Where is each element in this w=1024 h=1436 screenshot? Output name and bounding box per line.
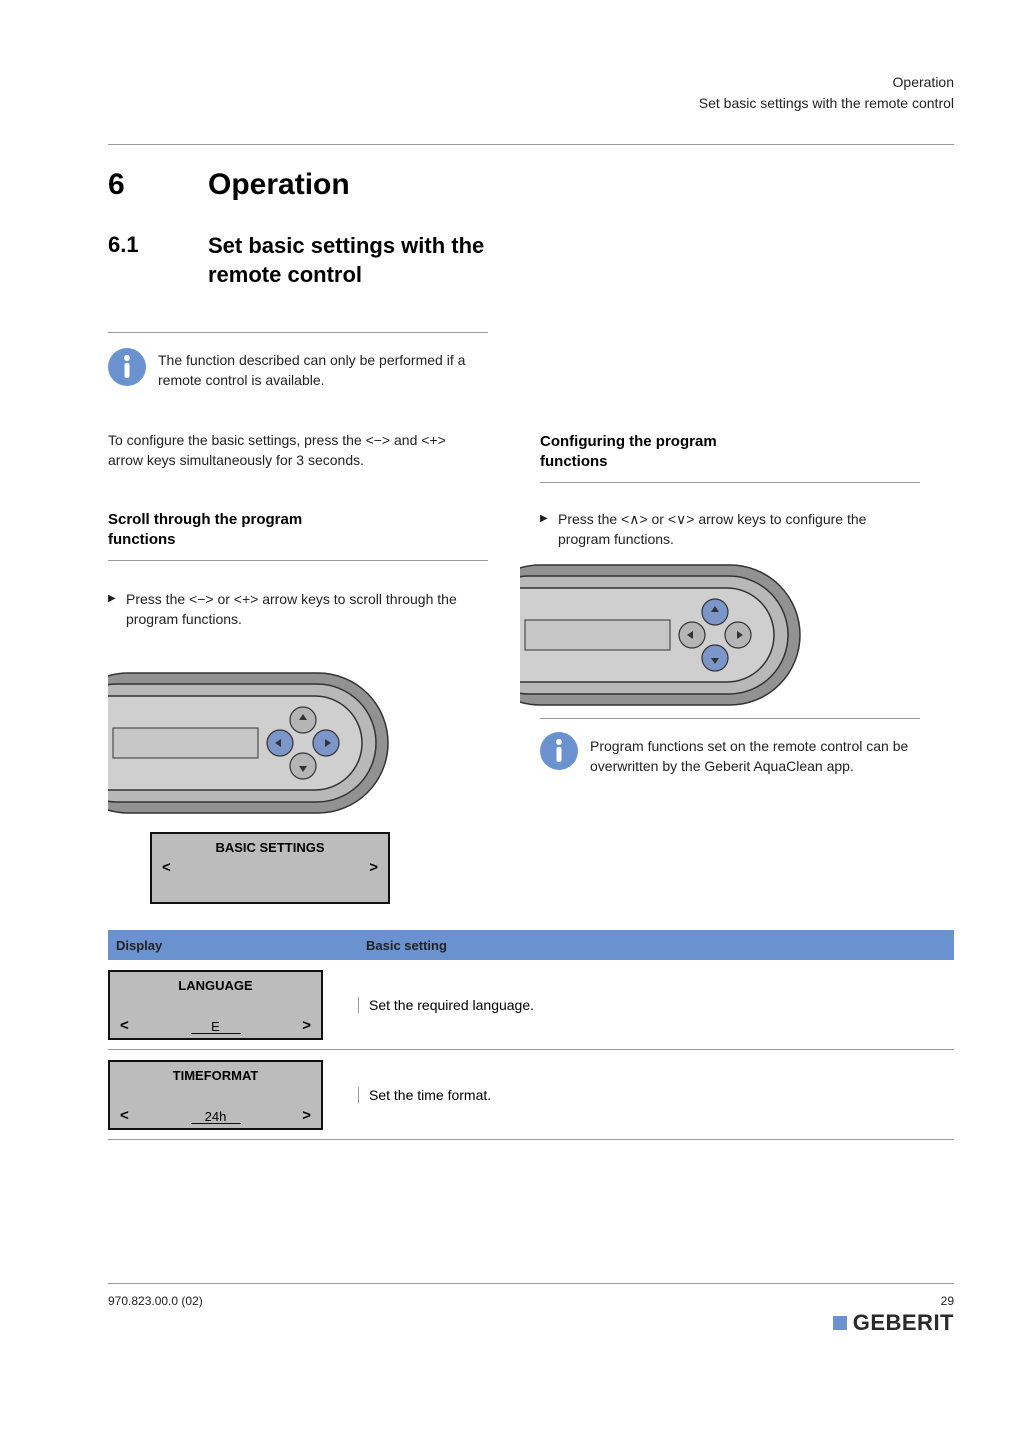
header-line-2: Set basic settings with the remote contr… <box>699 93 954 114</box>
section-title: Operation <box>208 168 350 202</box>
info-note-1: The function described can only be perfo… <box>158 350 478 391</box>
rule-under-remote-right <box>540 718 920 719</box>
footer-page-number: 29 <box>833 1294 954 1308</box>
info-icon <box>108 348 146 386</box>
lcd-small-timeformat: TIMEFORMAT < 24h > <box>108 1060 323 1130</box>
page-header-block: Operation Set basic settings with the re… <box>699 72 954 114</box>
lcd-small-left: < <box>120 1107 129 1124</box>
footer-docid: 970.823.00.0 (02) <box>108 1294 203 1308</box>
paragraph-enter-basic: To configure the basic settings, press t… <box>108 430 478 471</box>
lcd-small-right: > <box>302 1107 311 1124</box>
rule-under-h2 <box>108 332 488 333</box>
h2-title: Set basic settings with the remote contr… <box>208 232 484 289</box>
remote-diagram-right <box>520 560 820 710</box>
table-row: TIMEFORMAT < 24h > Set the time format. <box>108 1050 954 1140</box>
info-icon-2 <box>540 732 578 770</box>
lcd-small-right: > <box>302 1017 311 1034</box>
td-desc: Set the required language. <box>358 997 954 1013</box>
td-desc: Set the time format. <box>358 1087 954 1103</box>
info-note-2: Program functions set on the remote cont… <box>590 736 910 777</box>
h3-scroll: Scroll through the program functions <box>108 510 302 549</box>
td-display-cell: TIMEFORMAT < 24h > <box>108 1054 358 1136</box>
h3-scroll-line1: Scroll through the program <box>108 511 302 528</box>
h2-number: 6.1 <box>108 232 139 258</box>
td-display-cell: LANGUAGE < E > <box>108 964 358 1046</box>
page: Operation Set basic settings with the re… <box>0 0 1024 1436</box>
section-number: 6 <box>108 168 125 202</box>
table-header-row: Display Basic setting <box>108 930 954 960</box>
lcd-small-value: E <box>191 1020 241 1034</box>
instr-scroll: Press the <−> or <+> arrow keys to scrol… <box>126 590 476 629</box>
lcd-small-left: < <box>120 1017 129 1034</box>
h2-title-line1: Set basic settings with the <box>208 233 484 258</box>
brand-text: GEBERIT <box>853 1310 954 1336</box>
th-display: Display <box>108 938 358 953</box>
brand-square-icon <box>833 1316 847 1330</box>
instr-configure: Press the <∧> or <∨> arrow keys to confi… <box>558 510 908 549</box>
lcd-title: BASIC SETTINGS <box>152 840 388 855</box>
lcd-small-value: 24h <box>191 1110 241 1124</box>
h2-title-line2: remote control <box>208 262 362 287</box>
lcd-right-arrow: > <box>369 859 378 876</box>
lcd-basic-settings: BASIC SETTINGS < > <box>150 832 390 904</box>
h3-config-line2: functions <box>540 453 608 470</box>
page-footer: 970.823.00.0 (02) 29 GEBERIT <box>108 1283 954 1336</box>
table-row: LANGUAGE < E > Set the required language… <box>108 960 954 1050</box>
brand-logo: GEBERIT <box>833 1310 954 1336</box>
h3-configure: Configuring the program functions <box>540 432 717 471</box>
lcd-left-arrow: < <box>162 859 171 876</box>
h3-scroll-line2: functions <box>108 531 176 548</box>
top-rule <box>108 144 954 145</box>
lcd-small-title: LANGUAGE <box>110 978 321 993</box>
th-basic-setting: Basic setting <box>358 938 954 953</box>
h3-config-line1: Configuring the program <box>540 433 717 450</box>
settings-table: Display Basic setting LANGUAGE < E > Set… <box>108 930 954 1140</box>
header-line-1: Operation <box>699 72 954 93</box>
lcd-small-title: TIMEFORMAT <box>110 1068 321 1083</box>
rule-under-h3-config <box>540 482 920 483</box>
lcd-small-language: LANGUAGE < E > <box>108 970 323 1040</box>
remote-diagram-left <box>108 668 408 818</box>
rule-under-h3-scroll <box>108 560 488 561</box>
